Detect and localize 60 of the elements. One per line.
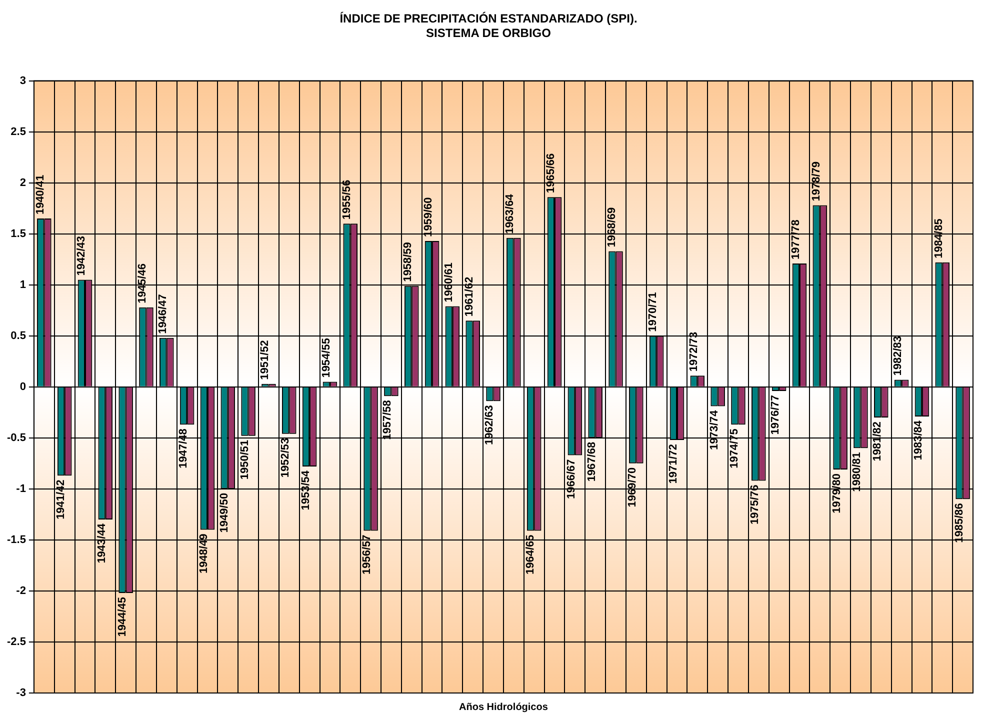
- x-tick-label: 1973/74: [708, 409, 720, 450]
- x-tick-label: 1984/85: [932, 218, 945, 258]
- x-tick-label: 1946/47: [157, 294, 170, 334]
- y-tick-label: 2.5: [10, 126, 26, 138]
- x-tick-label: 1950/51: [238, 440, 251, 480]
- y-tick-label: 0: [20, 380, 26, 393]
- x-tick-label: 1957/58: [382, 400, 394, 440]
- x-tick-label: 1970/71: [647, 292, 660, 332]
- x-tick-label: 1956/57: [361, 534, 374, 575]
- x-tick-label: 1977/78: [790, 220, 802, 260]
- y-tick-label: -3: [16, 687, 26, 700]
- x-tick-label: 1968/69: [606, 207, 618, 248]
- x-tick-label: 1949/50: [218, 492, 230, 533]
- x-tick-label: 1982/83: [892, 336, 904, 376]
- x-tick-label: 1945/46: [136, 264, 149, 304]
- y-tick-label: -2: [16, 585, 26, 597]
- x-tick-label: 1967/68: [586, 442, 598, 482]
- x-tick-label: 1964/65: [524, 534, 537, 575]
- x-tick-label: 1958/59: [402, 242, 414, 282]
- y-tick-label: -1.5: [6, 534, 26, 546]
- x-tick-label: 1947/48: [178, 428, 190, 468]
- x-tick-label: 1966/67: [565, 459, 578, 500]
- x-tick-label: 1972/73: [688, 332, 700, 372]
- y-tick-label: 1.5: [10, 228, 26, 240]
- x-tick-label: 1980/81: [851, 452, 864, 492]
- x-tick-label: 1978/79: [810, 162, 822, 202]
- x-tick-label: 1943/44: [96, 522, 108, 564]
- x-tick-label: 1961/62: [463, 276, 476, 317]
- x-tick-label: 1985/86: [953, 503, 966, 543]
- x-tick-label: 1965/66: [544, 153, 557, 194]
- x-tick-label: 1951/52: [259, 340, 272, 380]
- y-tick-label: -1: [16, 482, 26, 495]
- x-tick-label: 1971/72: [667, 444, 680, 484]
- x-tick-label: 1941/42: [55, 480, 68, 520]
- y-tick-label: 0.5: [10, 330, 26, 342]
- x-tick-label: 1955/56: [340, 180, 353, 220]
- x-tick-label: 1960/61: [442, 262, 455, 302]
- x-tick-label: 1974/75: [728, 428, 741, 468]
- x-tick-label: 1981/82: [872, 422, 884, 462]
- x-tick-label: 1948/49: [198, 534, 210, 574]
- y-tick-label: -2.5: [6, 636, 26, 648]
- x-tick-label: 1975/76: [749, 484, 762, 525]
- x-tick-label: 1944/45: [116, 597, 128, 637]
- text: SISTEMA DE ORBIGO: [426, 26, 551, 40]
- x-tick-label: 1983/84: [912, 420, 924, 460]
- x-tick-label: 1954/55: [320, 338, 332, 378]
- y-tick-label: 3: [20, 74, 26, 87]
- x-tick-label: 1942/43: [75, 236, 88, 276]
- y-tick-label: 2: [20, 176, 26, 189]
- text: ÍNDICE DE PRECIPITACIÓN ESTANDARIZADO (SPI).: [340, 12, 638, 26]
- x-tick-label: 1962/63: [484, 405, 496, 445]
- x-tick-label: 1963/64: [504, 193, 516, 234]
- x-tick-label: 1979/80: [830, 474, 843, 514]
- x-tick-label: 1976/77: [770, 394, 782, 435]
- y-tick-label: 1: [20, 278, 26, 291]
- x-tick-label: 1969/70: [626, 467, 639, 508]
- x-tick-label: 1953/54: [300, 470, 312, 510]
- x-axis-title: Años Hidrológicos: [459, 702, 548, 713]
- x-tick-label: 1952/53: [280, 438, 292, 478]
- y-tick-label: -0.5: [6, 432, 26, 444]
